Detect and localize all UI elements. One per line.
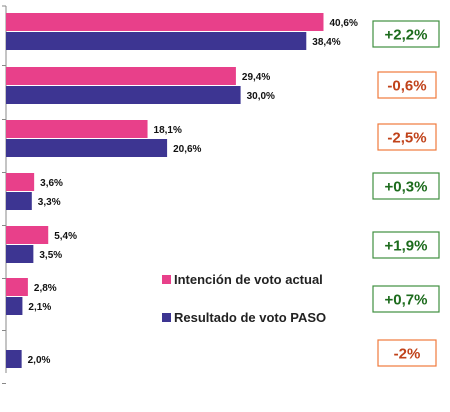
bar-intencion <box>6 226 49 244</box>
bar-value-label: 40,6% <box>329 18 357 29</box>
difference-box <box>372 231 440 259</box>
bar-intencion <box>6 13 324 31</box>
difference-label: +0,7% <box>385 292 428 309</box>
bar-paso <box>6 192 32 210</box>
difference-box <box>372 20 440 48</box>
bar-intencion <box>6 278 28 296</box>
difference-box <box>377 71 437 99</box>
legend-label-paso: Resultado de voto PASO <box>174 310 326 325</box>
difference-label: -2,5% <box>387 130 426 147</box>
difference-label: -0,6% <box>387 78 426 95</box>
bar-value-label: 2,0% <box>28 355 51 366</box>
difference-label: -2% <box>394 346 421 363</box>
difference-box <box>372 285 440 313</box>
bar-paso <box>6 86 241 104</box>
bar-value-label: 18,1% <box>154 125 182 136</box>
bar-value-label: 3,5% <box>39 250 62 261</box>
bar-value-label: 3,6% <box>40 178 63 189</box>
bar-intencion <box>6 67 236 85</box>
bar-paso <box>6 139 168 157</box>
bar-value-label: 2,8% <box>34 283 57 294</box>
difference-label: +2,2% <box>385 27 428 44</box>
bar-paso <box>6 245 34 263</box>
bar-value-label: 38,4% <box>312 37 340 48</box>
bar-paso <box>6 350 22 368</box>
bar-value-label: 30,0% <box>247 91 275 102</box>
legend-label-intencion: Intención de voto actual <box>174 272 323 287</box>
bar-paso <box>6 297 23 315</box>
difference-box <box>372 172 440 200</box>
bar-value-label: 20,6% <box>173 144 201 155</box>
bar-intencion <box>6 120 148 138</box>
difference-label: +1,9% <box>385 238 428 255</box>
difference-label: +0,3% <box>385 179 428 196</box>
legend-swatch-paso <box>162 313 171 322</box>
difference-box <box>377 339 437 367</box>
difference-box <box>377 123 437 151</box>
bar-value-label: 29,4% <box>242 72 270 83</box>
bar-intencion <box>6 173 35 191</box>
bar-value-label: 2,1% <box>28 302 51 313</box>
bar-value-label: 5,4% <box>54 231 77 242</box>
legend-swatch-intencion <box>162 275 171 284</box>
bar-paso <box>6 32 307 50</box>
bar-value-label: 3,3% <box>38 197 61 208</box>
